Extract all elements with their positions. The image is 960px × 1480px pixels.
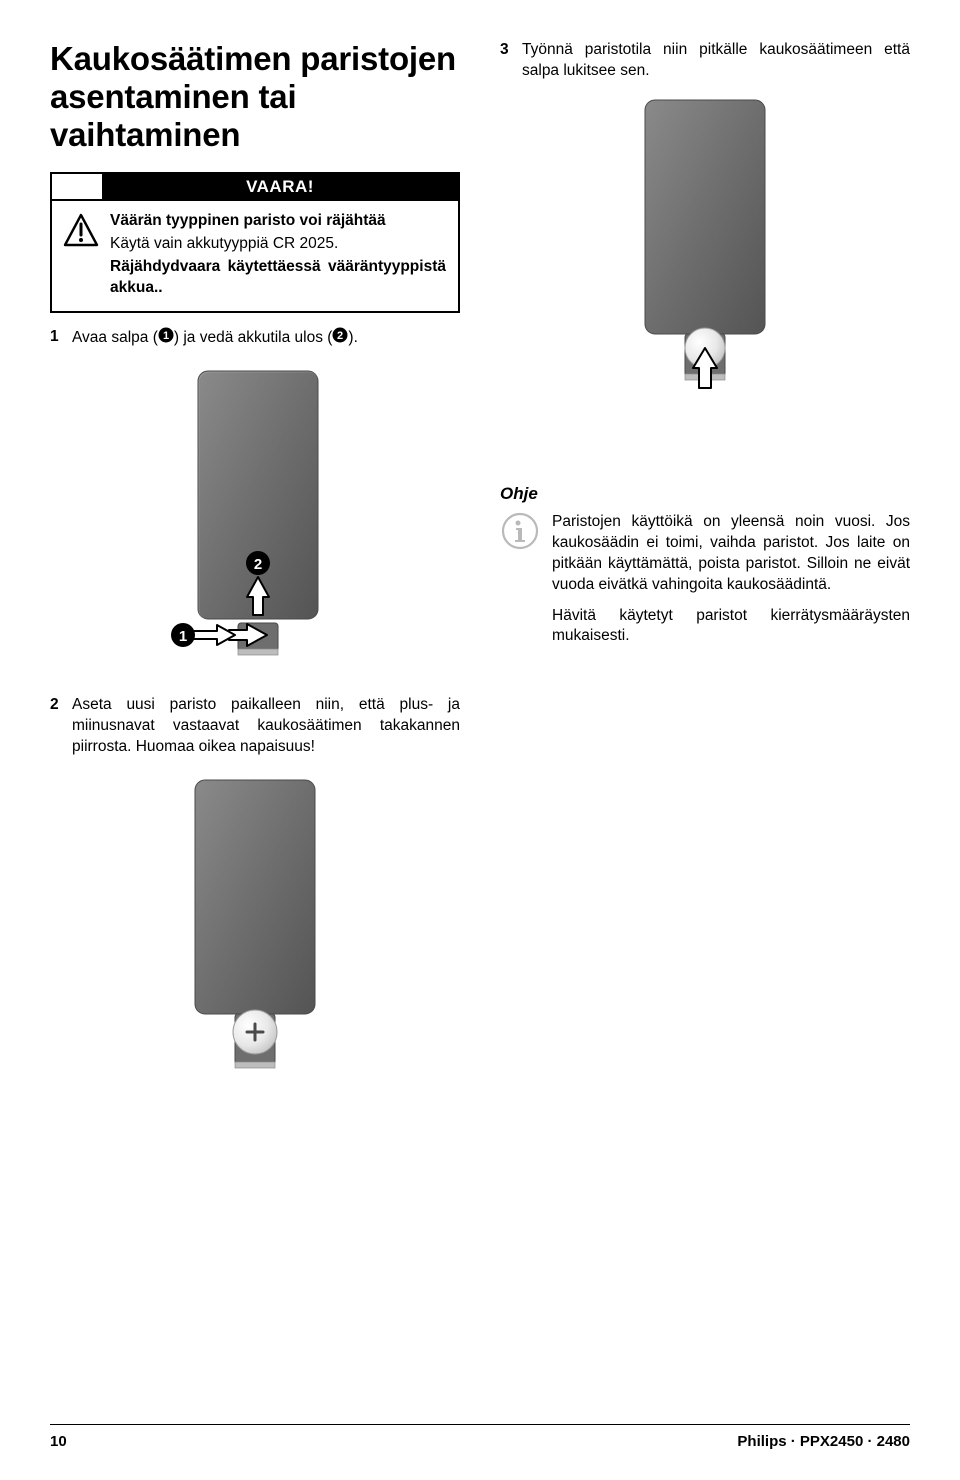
warning-line3: Räjähdydvaara käytettäessä vääräntyyppis… [110,258,446,296]
warning-label: VAARA! [102,174,458,201]
info-icon [500,512,540,658]
figure-3 [615,92,795,402]
warning-content: Väärän tyyppinen paristo voi räjähtää Kä… [52,201,458,311]
step-1-text-b: ) ja vedä akkutila ulos ( [174,329,333,346]
note-text: Paristojen käyttöikä on yleensä noin vuo… [552,512,910,658]
step-3-num: 3 [500,40,522,82]
page-footer: 10 Philips · PPX2450 · 2480 [50,1424,910,1450]
circled-2-inline: 2 [332,327,348,350]
step-1-text-a: Avaa salpa ( [72,329,158,346]
warning-text: Väärän tyyppinen paristo voi räjähtää Kä… [110,211,446,299]
step-1-num: 1 [50,327,72,350]
two-column-layout: Kaukosäätimen paristojen asentaminen tai… [50,40,910,1104]
footer-page-number: 10 [50,1433,67,1450]
step-1: 1 Avaa salpa (1) ja vedä akkutila ulos (… [50,327,460,350]
svg-text:2: 2 [254,556,262,573]
warning-line1: Väärän tyyppinen paristo voi räjähtää [110,212,386,229]
note-content: Paristojen käyttöikä on yleensä noin vuo… [500,512,910,658]
step-1-text: Avaa salpa ( 1 ) ja vedä akkutila ulos ( 2)… [72,327,460,350]
step-3-text: Työnnä paristotila niin pitkälle kaukosä… [522,40,910,82]
warning-line2: Käytä vain akkutyyppiä CR 2025. [110,234,446,255]
figure-2 [165,772,345,1082]
note-block: Ohje Paristojen käyttöikä on yleensä noi… [500,484,910,658]
warning-box: VAARA! Väärän tyyppinen paristo voi räjä… [50,172,460,313]
footer-brand: Philips · PPX2450 · 2480 [737,1433,910,1450]
figure-1: 2 1 [165,363,345,673]
warning-header: VAARA! [52,174,458,201]
svg-text:1: 1 [179,628,187,645]
note-p1: Paristojen käyttöikä on yleensä noin vuo… [552,512,910,596]
circled-1-inline: 1 [158,327,174,350]
warning-header-spacer [52,174,102,201]
right-column: 3 Työnnä paristotila niin pitkälle kauko… [500,40,910,1104]
warning-icon [62,211,100,299]
svg-text:1: 1 [163,330,169,342]
step-2: 2 Aseta uusi paristo paikalleen niin, et… [50,695,460,758]
step-3: 3 Työnnä paristotila niin pitkälle kauko… [500,40,910,82]
page: Kaukosäätimen paristojen asentaminen tai… [0,0,960,1480]
note-heading: Ohje [500,484,910,504]
step-2-num: 2 [50,695,72,758]
note-p2: Hävitä käytetyt paristot kierrätysmääräy… [552,606,910,648]
figure-2-wrap [50,772,460,1082]
svg-text:2: 2 [337,330,343,342]
left-column: Kaukosäätimen paristojen asentaminen tai… [50,40,460,1104]
figure-3-wrap [500,92,910,402]
page-title: Kaukosäätimen paristojen asentaminen tai… [50,40,460,154]
step-2-text: Aseta uusi paristo paikalleen niin, että… [72,695,460,758]
step-1-text-c: ). [348,329,357,346]
figure-1-wrap: 2 1 [50,363,460,673]
